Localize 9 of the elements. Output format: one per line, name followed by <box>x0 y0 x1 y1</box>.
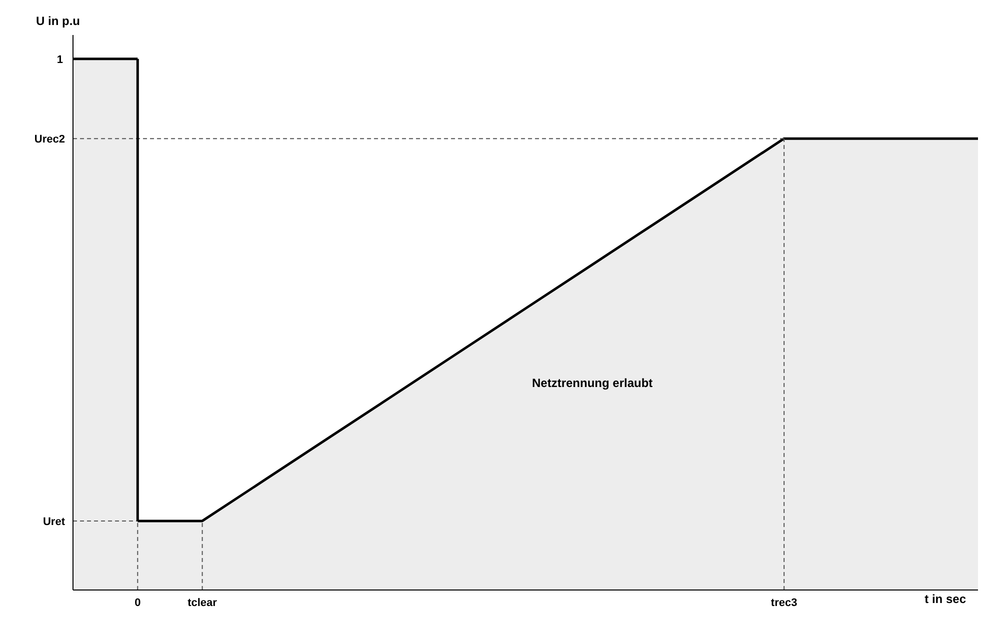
annotation: Netztrennung erlaubt <box>532 376 653 390</box>
ref-line-label: Urec2 <box>34 133 65 146</box>
text: 1 <box>56 54 63 66</box>
y-axis-title: U in p.u <box>36 14 80 28</box>
x-tick-label: tclear <box>188 596 218 609</box>
x-tick-label: 0 <box>134 596 141 609</box>
x-axis-title: t in sec <box>924 592 966 606</box>
ref-line-label: Uret <box>42 516 66 528</box>
x-tick-label: trec3 <box>770 596 798 609</box>
